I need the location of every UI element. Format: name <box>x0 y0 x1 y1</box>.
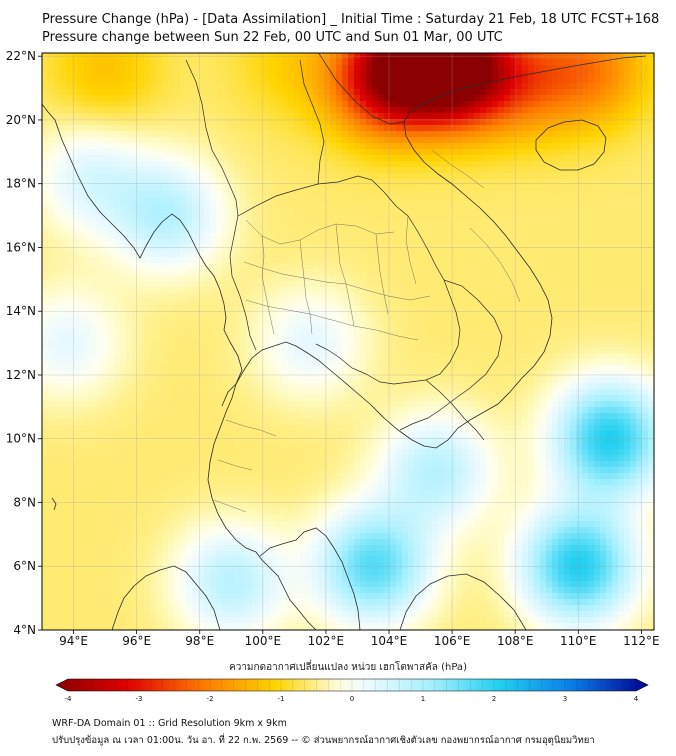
lon-label: 96°E <box>122 634 151 648</box>
map-frame <box>41 52 655 631</box>
graticule <box>42 53 654 630</box>
lat-label: 14°N <box>6 304 36 318</box>
map-title: Pressure Change (hPa) - [Data Assimilati… <box>42 12 660 27</box>
colorbar-tick-label: -2 <box>207 695 214 703</box>
country-borders <box>185 53 503 441</box>
lon-label: 102°E <box>308 634 345 648</box>
lat-label: 6°N <box>13 559 36 573</box>
lat-label: 4°N <box>13 623 36 637</box>
lat-label: 10°N <box>6 432 36 446</box>
lon-label: 104°E <box>371 634 408 648</box>
pressure-field <box>42 53 654 630</box>
colorbar-tick-label: -3 <box>136 695 143 703</box>
lat-label: 8°N <box>13 495 36 509</box>
latitude-labels: 22°N 20°N 18°N 16°N 14°N 12°N 10°N 8°N 6°N 4°N <box>6 49 42 637</box>
lat-label: 18°N <box>6 177 36 191</box>
colorbar-ticks: -4 -3 -2 -1 0 1 2 3 4 <box>65 679 639 703</box>
lon-label: 106°E <box>434 634 471 648</box>
footer-model-info: WRF-DA Domain 01 :: Grid Resolution 9km … <box>52 718 287 729</box>
lat-label: 12°N <box>6 368 36 382</box>
coastlines <box>42 55 647 630</box>
lon-label: 110°E <box>560 634 597 648</box>
colorbar-tick-label: 1 <box>421 695 425 703</box>
lon-label: 112°E <box>623 634 660 648</box>
lon-label: 98°E <box>185 634 214 648</box>
lon-label: 108°E <box>497 634 534 648</box>
colorbar: -4 -3 -2 -1 0 1 2 3 4 <box>55 678 649 703</box>
colorbar-tick-label: 2 <box>492 695 496 703</box>
footer-credit: ปรับปรุงข้อมูล ณ เวลา 01:00น. วัน อา. ที… <box>52 735 595 746</box>
colorbar-tick-label: 4 <box>634 695 639 703</box>
colorbar-label: ความกดอากาศเปลี่ยนแปลง หน่วย เฮกโตพาสคัล… <box>229 659 467 673</box>
colorbar-tick-label: -1 <box>278 695 285 703</box>
lat-label: 22°N <box>6 49 36 63</box>
lat-label: 16°N <box>6 240 36 254</box>
colorbar-tick-label: -4 <box>65 695 73 703</box>
lon-label: 100°E <box>245 634 282 648</box>
lat-label: 20°N <box>6 113 36 127</box>
colorbar-tick-label: 3 <box>563 695 567 703</box>
pressure-change-map: 22°N 20°N 18°N 16°N 14°N 12°N 10°N 8°N 6°N 4°N 94… <box>6 49 660 703</box>
province-borders <box>213 149 521 513</box>
colorbar-tick-label: 0 <box>350 695 354 703</box>
lon-label: 94°E <box>59 634 88 648</box>
map-subtitle: Pressure change between Sun 22 Feb, 00 U… <box>42 30 503 45</box>
longitude-labels: 94°E 96°E 98°E 100°E 102°E 104°E 106°E 108°E 110… <box>59 630 660 648</box>
